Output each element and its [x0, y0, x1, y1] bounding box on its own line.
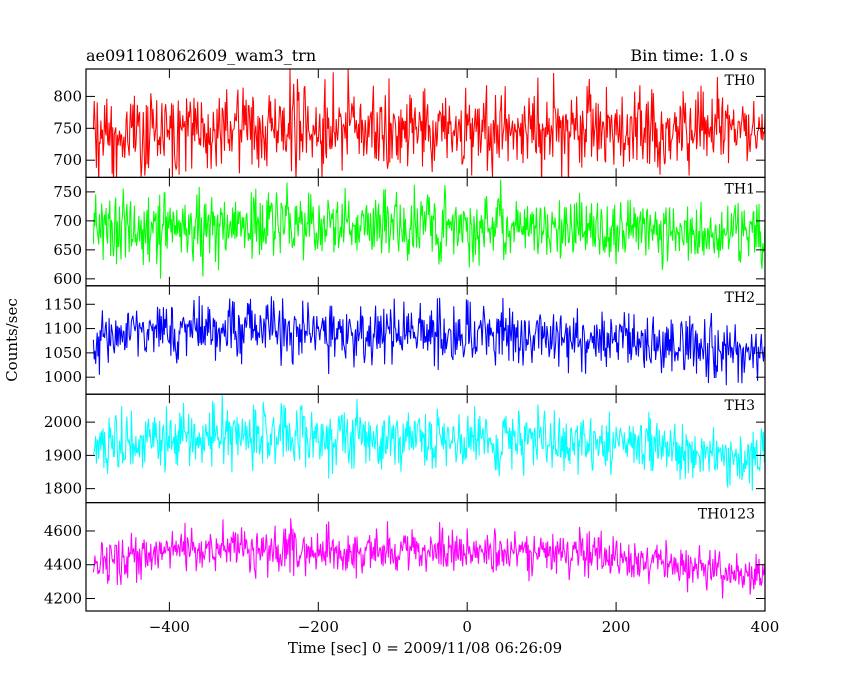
panel-frame	[85, 502, 766, 612]
series-th0123-line	[92, 518, 765, 599]
panel-label-th3: TH3	[725, 398, 755, 414]
y-tick-label: 4200	[44, 590, 82, 608]
y-tick-label: 700	[53, 212, 82, 230]
y-tick-label: 4400	[44, 556, 82, 574]
y-tick-label: 600	[53, 270, 82, 288]
x-axis: −400 −200 0 200 400	[149, 618, 780, 636]
series-th2-line	[92, 295, 765, 386]
panel-label-th2: TH2	[725, 290, 755, 306]
y-tick-label: 2000	[44, 413, 82, 431]
panel-label-th0123: TH0123	[698, 507, 755, 523]
y-tick-label: 700	[53, 151, 82, 169]
panel-th3: 1800 1900 2000 TH3	[44, 393, 766, 504]
series-th3-line	[92, 395, 765, 491]
source-title: ae091108062609_wam3_trn	[86, 46, 316, 65]
panel-th0: 700 750 800 TH0	[53, 68, 766, 179]
y-tick-label: 1100	[44, 320, 82, 338]
panel-th2: 1000 1050 1100 1150 TH2	[44, 285, 766, 395]
series-th0-line	[92, 69, 765, 178]
y-tick-label: 750	[53, 183, 82, 201]
panel-label-th1: TH1	[725, 181, 755, 197]
panel-label-th0: TH0	[725, 73, 755, 89]
bin-time-label: Bin time: 1.0 s	[630, 46, 748, 65]
panel-th1: 600 650 700 750 TH1	[53, 176, 766, 288]
y-axis-title: Counts/sec	[3, 298, 21, 382]
x-tick-label: −400	[149, 618, 190, 636]
series-th1-line	[92, 179, 765, 279]
y-tick-label: 750	[53, 119, 82, 137]
y-tick-label: 1050	[44, 344, 82, 362]
y-tick-label: 1800	[44, 480, 82, 498]
y-tick-label: 800	[53, 87, 82, 105]
y-tick-label: 1150	[44, 295, 82, 313]
x-tick-label: 0	[462, 618, 472, 636]
x-axis-title: Time [sec] 0 = 2009/11/08 06:26:09	[288, 639, 562, 657]
x-tick-label: 200	[602, 618, 631, 636]
panel-th0123: 4200 4400 4600 TH0123	[44, 502, 766, 612]
y-tick-label: 650	[53, 241, 82, 259]
x-tick-label: −200	[298, 618, 339, 636]
x-tick-label: 400	[751, 618, 780, 636]
y-tick-label: 1900	[44, 446, 82, 464]
y-tick-label: 4600	[44, 522, 82, 540]
y-tick-label: 1000	[44, 368, 82, 386]
